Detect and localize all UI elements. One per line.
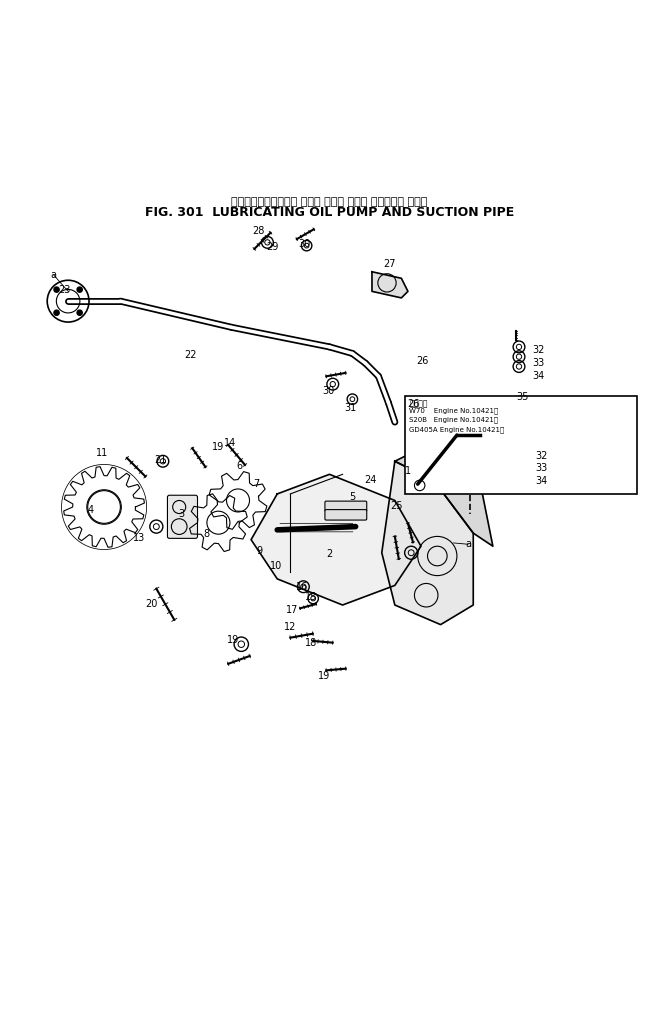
Circle shape bbox=[54, 310, 59, 315]
Text: 適用号機: 適用号機 bbox=[409, 400, 428, 409]
Text: 29: 29 bbox=[266, 242, 278, 251]
Text: 17: 17 bbox=[286, 604, 299, 614]
Text: ルーブリケーティング オイル ポンプ および サクション パイプ: ルーブリケーティング オイル ポンプ および サクション パイプ bbox=[231, 197, 428, 207]
Text: 18: 18 bbox=[305, 638, 318, 648]
Polygon shape bbox=[372, 272, 408, 298]
Text: 8: 8 bbox=[203, 529, 209, 539]
Polygon shape bbox=[251, 475, 421, 605]
Text: 34: 34 bbox=[536, 476, 548, 486]
Text: 2: 2 bbox=[326, 549, 333, 559]
Text: 32: 32 bbox=[536, 451, 548, 461]
Text: 10: 10 bbox=[270, 561, 282, 571]
Text: 30: 30 bbox=[322, 385, 334, 395]
Text: a: a bbox=[465, 539, 471, 550]
Text: 25: 25 bbox=[390, 501, 403, 511]
Text: 14: 14 bbox=[224, 438, 237, 448]
Text: 33: 33 bbox=[536, 462, 548, 473]
Text: 27: 27 bbox=[384, 259, 396, 269]
Polygon shape bbox=[395, 442, 493, 547]
Text: W70    Engine No.10421－: W70 Engine No.10421－ bbox=[409, 408, 498, 415]
Text: 23: 23 bbox=[59, 285, 71, 295]
Polygon shape bbox=[382, 461, 473, 625]
Text: 19: 19 bbox=[212, 442, 225, 452]
FancyBboxPatch shape bbox=[325, 510, 367, 520]
Text: 5: 5 bbox=[349, 492, 355, 502]
Text: 20: 20 bbox=[146, 598, 158, 608]
Text: 12: 12 bbox=[284, 623, 297, 633]
Text: 7: 7 bbox=[253, 480, 260, 489]
Text: GD405A Engine No.10421－: GD405A Engine No.10421－ bbox=[409, 426, 505, 433]
Text: 26: 26 bbox=[407, 399, 419, 409]
Text: 4: 4 bbox=[88, 505, 94, 515]
Text: 34: 34 bbox=[532, 371, 545, 381]
Text: 16: 16 bbox=[296, 582, 308, 592]
Text: 30: 30 bbox=[299, 239, 311, 249]
Text: 13: 13 bbox=[132, 533, 145, 544]
Text: FIG. 301  LUBRICATING OIL PUMP AND SUCTION PIPE: FIG. 301 LUBRICATING OIL PUMP AND SUCTIO… bbox=[145, 207, 514, 219]
FancyBboxPatch shape bbox=[167, 495, 198, 538]
Text: 15: 15 bbox=[305, 592, 318, 602]
Text: 9: 9 bbox=[256, 547, 263, 557]
Text: 32: 32 bbox=[532, 345, 545, 355]
Text: 35: 35 bbox=[516, 392, 529, 403]
Text: S20B   Engine No.10421－: S20B Engine No.10421－ bbox=[409, 417, 498, 424]
Text: 19: 19 bbox=[227, 636, 239, 645]
Text: 22: 22 bbox=[184, 351, 196, 360]
Text: 3: 3 bbox=[178, 509, 185, 518]
Text: 1: 1 bbox=[405, 466, 411, 476]
Text: 19: 19 bbox=[318, 670, 330, 680]
Text: 26: 26 bbox=[416, 356, 428, 366]
FancyBboxPatch shape bbox=[405, 395, 637, 494]
Text: 31: 31 bbox=[344, 403, 357, 413]
Text: 6: 6 bbox=[237, 461, 243, 472]
Text: 33: 33 bbox=[532, 358, 545, 368]
Circle shape bbox=[54, 287, 59, 292]
Text: 11: 11 bbox=[96, 448, 108, 458]
FancyBboxPatch shape bbox=[325, 501, 367, 512]
Circle shape bbox=[77, 310, 82, 315]
Text: a: a bbox=[51, 270, 57, 280]
Text: 21: 21 bbox=[154, 455, 167, 465]
Text: 28: 28 bbox=[253, 226, 265, 236]
Text: 24: 24 bbox=[364, 475, 376, 485]
Circle shape bbox=[77, 287, 82, 292]
